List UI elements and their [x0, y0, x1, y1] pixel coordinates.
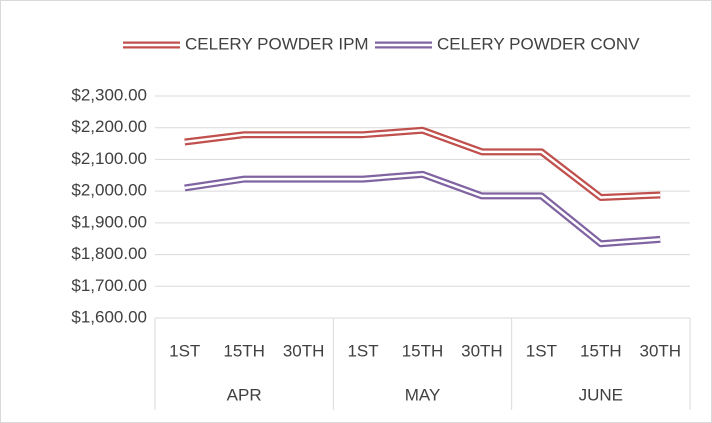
- group-label: APR: [227, 385, 262, 404]
- y-tick-label: $1,600.00: [71, 307, 147, 326]
- y-tick-label: $1,700.00: [71, 276, 147, 295]
- x-tick-label: 15TH: [223, 341, 265, 360]
- y-tick-label: $2,000.00: [71, 181, 147, 200]
- series-line-inner: [184, 173, 661, 246]
- y-tick-label: $2,200.00: [71, 117, 147, 136]
- group-label: MAY: [405, 385, 441, 404]
- x-tick-label: 15TH: [580, 341, 622, 360]
- legend-label: CELERY POWDER CONV: [437, 34, 640, 53]
- x-tick-label: 30TH: [283, 341, 325, 360]
- x-tick-label: 1ST: [169, 341, 200, 360]
- y-tick-label: $1,900.00: [71, 212, 147, 231]
- legend-label: CELERY POWDER IPM: [185, 34, 369, 53]
- y-tick-label: $2,100.00: [71, 149, 147, 168]
- y-tick-label: $2,300.00: [71, 85, 147, 104]
- y-tick-label: $1,800.00: [71, 244, 147, 263]
- x-tick-label: 30TH: [461, 341, 503, 360]
- group-label: JUNE: [579, 385, 623, 404]
- x-tick-label: 1ST: [526, 341, 557, 360]
- series-line-inner: [184, 129, 661, 199]
- x-tick-label: 1ST: [347, 341, 378, 360]
- x-tick-label: 15TH: [402, 341, 444, 360]
- x-tick-label: 30TH: [639, 341, 681, 360]
